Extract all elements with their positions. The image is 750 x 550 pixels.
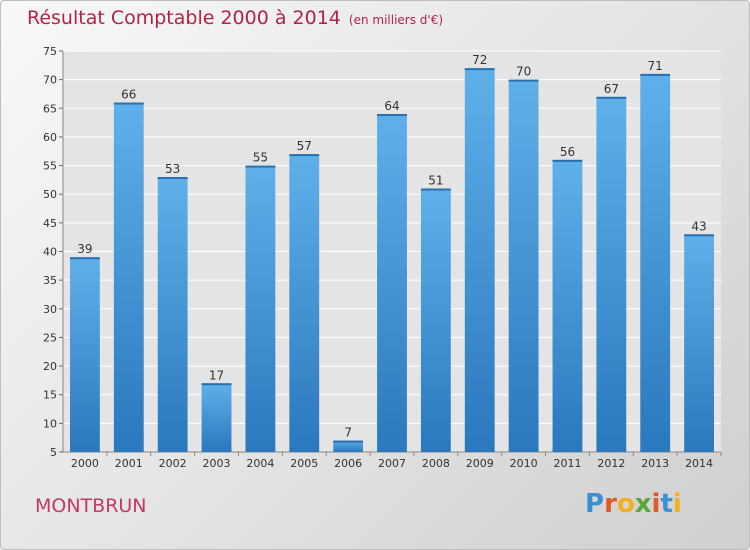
x-tick-label: 2009	[466, 457, 494, 470]
bar-2012	[596, 96, 627, 452]
y-tick-label: 15	[43, 389, 57, 402]
x-tick-label: 2000	[71, 457, 99, 470]
x-tick-label: 2007	[378, 457, 406, 470]
bar-2006	[333, 440, 364, 452]
y-tick-label: 10	[43, 417, 57, 430]
bar-top-edge	[596, 96, 627, 99]
y-tick-label: 40	[43, 246, 57, 259]
value-label-2013: 71	[648, 59, 663, 73]
y-tick-label: 55	[43, 160, 57, 173]
x-tick-label: 2010	[510, 457, 538, 470]
x-tick-label: 2004	[246, 457, 274, 470]
bar-top-edge	[201, 383, 232, 386]
bar-2003	[201, 383, 232, 452]
bar-2005	[289, 154, 320, 452]
value-label-2003: 17	[209, 368, 224, 382]
x-tick-label: 2012	[597, 457, 625, 470]
value-label-2010: 70	[516, 65, 531, 79]
bar-top-edge	[640, 73, 671, 76]
bar-top-edge	[552, 159, 583, 162]
bar-top-edge	[508, 79, 539, 82]
x-tick-label: 2001	[115, 457, 143, 470]
proxiti-logo: Proxiti	[585, 489, 682, 519]
bar-2010	[508, 79, 539, 453]
bar-top-edge	[420, 188, 451, 191]
bar-2008	[420, 188, 451, 452]
bar-top-edge	[70, 257, 100, 260]
chart-subtitle: (en milliers d'€)	[348, 13, 444, 27]
value-label-2004: 55	[253, 151, 268, 165]
bar-2002	[157, 177, 188, 452]
x-tick-label: 2008	[422, 457, 450, 470]
bar-top-edge	[245, 165, 276, 168]
value-label-2012: 67	[604, 82, 619, 96]
chart-title-text: Résultat Comptable 2000 à 2014	[27, 7, 341, 29]
value-label-2014: 43	[691, 219, 706, 233]
bar-2004	[245, 165, 276, 453]
y-tick-label: 25	[43, 331, 57, 344]
bar-top-edge	[289, 154, 320, 157]
bar-2007	[377, 114, 407, 452]
x-tick-label: 2013	[641, 457, 669, 470]
location-label: MONTBRUN	[35, 495, 147, 517]
y-tick-label: 5	[50, 446, 57, 459]
y-tick-label: 35	[43, 274, 57, 287]
bar-top-edge	[333, 440, 364, 443]
value-label-2009: 72	[472, 53, 487, 67]
value-label-2005: 57	[297, 139, 312, 153]
x-tick-label: 2005	[290, 457, 318, 470]
y-tick-label: 30	[43, 303, 57, 316]
x-tick-label: 2014	[685, 457, 713, 470]
value-label-2000: 39	[77, 242, 92, 256]
bar-top-edge	[113, 102, 144, 105]
y-tick-label: 65	[43, 102, 57, 115]
x-tick-label: 2011	[553, 457, 581, 470]
value-label-2007: 64	[384, 99, 399, 113]
y-tick-label: 45	[43, 217, 57, 230]
value-label-2002: 53	[165, 162, 180, 176]
x-tick-label: 2002	[159, 457, 187, 470]
y-tick-label: 70	[43, 74, 57, 87]
bar-2009	[464, 68, 495, 452]
bar-2013	[640, 73, 671, 453]
y-tick-label: 60	[43, 131, 57, 144]
x-tick-label: 2006	[334, 457, 362, 470]
bar-top-edge	[684, 234, 714, 237]
x-tick-label: 2003	[203, 457, 231, 470]
y-tick-label: 75	[43, 45, 57, 58]
bar-top-edge	[464, 68, 495, 71]
y-tick-label: 20	[43, 360, 57, 373]
value-label-2001: 66	[121, 88, 136, 102]
bar-top-edge	[157, 177, 188, 180]
bar-2014	[684, 234, 714, 452]
chart-title: Résultat Comptable 2000 à 2014 (en millie…	[27, 7, 443, 29]
value-label-2008: 51	[428, 173, 443, 187]
bar-2011	[552, 159, 583, 453]
bar-2001	[113, 102, 144, 453]
bar-top-edge	[377, 114, 407, 117]
bar-2000	[70, 257, 100, 452]
value-label-2006: 7	[344, 426, 352, 440]
y-tick-label: 50	[43, 188, 57, 201]
value-label-2011: 56	[560, 145, 575, 159]
